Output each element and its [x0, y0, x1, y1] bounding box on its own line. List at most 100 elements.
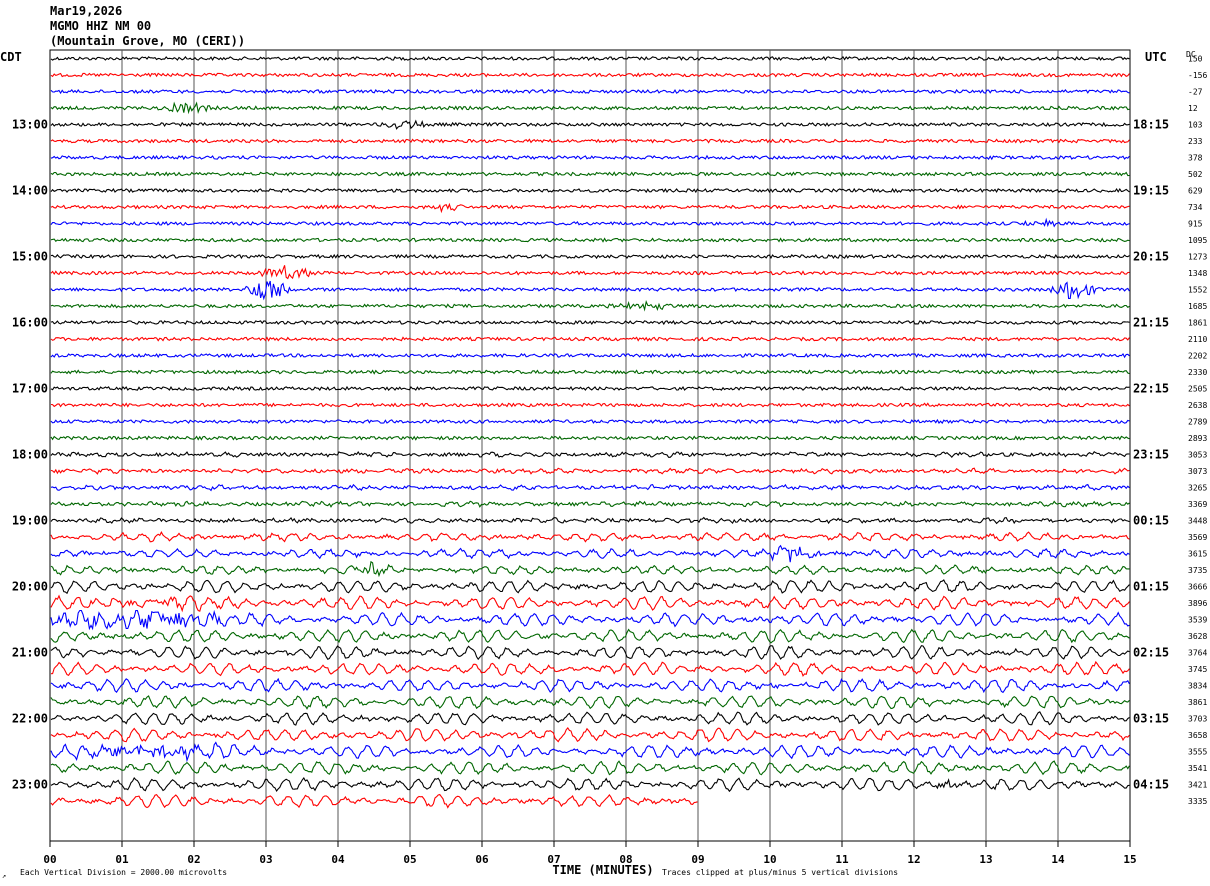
cdt-hour-label: 16:00 — [12, 316, 48, 330]
seismic-trace — [50, 677, 1130, 694]
cdt-hour-label: 15:00 — [12, 250, 48, 264]
clip-note: Traces clipped at plus/minus 5 vertical … — [662, 868, 898, 877]
seismic-trace — [50, 187, 1130, 194]
chart-station: MGMO HHZ NM 00 — [50, 19, 152, 33]
utc-hour-label: 18:15 — [1133, 118, 1169, 132]
seismic-trace — [50, 217, 1130, 228]
dc-offset-label: 2789 — [1188, 418, 1207, 427]
x-tick-label: 03 — [259, 853, 272, 866]
x-tick-label: 05 — [403, 853, 416, 866]
x-tick-label: 09 — [691, 853, 704, 866]
utc-hour-label: 21:15 — [1133, 316, 1169, 330]
dc-offset-label: -27 — [1188, 88, 1203, 97]
right-timezone-label: UTC — [1145, 50, 1167, 64]
utc-hour-label: 01:15 — [1133, 580, 1169, 594]
x-tick-label: 12 — [907, 853, 920, 866]
dc-offset-label: 1348 — [1188, 269, 1207, 278]
seismic-trace — [50, 660, 1130, 677]
x-tick-label: 15 — [1123, 853, 1136, 866]
dc-offset-label: 2330 — [1188, 368, 1207, 377]
x-tick-label: 00 — [43, 853, 56, 866]
dc-offset-label: 1273 — [1188, 253, 1207, 262]
seismic-trace — [50, 560, 1130, 578]
seismic-trace — [50, 645, 1130, 661]
dc-offset-label: 915 — [1188, 220, 1203, 229]
dc-offset-label: 2638 — [1188, 401, 1207, 410]
x-tick-label: 08 — [619, 853, 632, 866]
x-tick-label: 01 — [115, 853, 129, 866]
scale-note: Each Vertical Division = 2000.00 microvo… — [20, 868, 227, 877]
seismic-trace — [50, 253, 1130, 260]
dc-offset-label: 3541 — [1188, 764, 1207, 773]
seismic-trace — [50, 55, 1130, 62]
seismic-trace — [50, 760, 1130, 776]
seismic-trace — [50, 531, 1130, 543]
x-tick-label: 04 — [331, 853, 345, 866]
cdt-hour-label: 18:00 — [12, 448, 48, 462]
seismic-trace — [50, 119, 1130, 130]
seismic-trace — [50, 741, 1130, 763]
seismic-trace — [50, 265, 1130, 280]
seismic-trace — [50, 352, 1130, 359]
cdt-hour-label: 22:00 — [12, 712, 48, 726]
utc-hour-label: 03:15 — [1133, 712, 1169, 726]
dc-offset-label: 2202 — [1188, 352, 1207, 361]
dc-offset-label: 3369 — [1188, 500, 1207, 509]
seismic-trace — [50, 579, 1130, 595]
seismic-trace — [50, 516, 1130, 525]
x-axis-title: TIME (MINUTES) — [552, 863, 653, 877]
seismic-trace — [50, 435, 1130, 441]
seismic-trace — [50, 72, 1130, 78]
seismic-trace — [50, 500, 1130, 508]
dc-offset-label: -156 — [1188, 71, 1207, 80]
dc-offset-label: 3735 — [1188, 566, 1207, 575]
dc-offset-label: 1095 — [1188, 236, 1207, 245]
dc-offset-label: 629 — [1188, 187, 1203, 196]
seismic-trace — [50, 726, 1130, 743]
seismic-trace — [50, 369, 1130, 375]
seismic-trace — [50, 609, 1130, 631]
dc-offset-label: 3615 — [1188, 550, 1207, 559]
dc-offset-label: 103 — [1188, 121, 1203, 130]
seismic-trace — [50, 138, 1130, 144]
dc-offset-label: 3834 — [1188, 682, 1207, 691]
dc-offset-label: 3745 — [1188, 665, 1207, 674]
dc-offset-label: 3053 — [1188, 451, 1207, 460]
seismic-trace — [50, 467, 1130, 475]
dc-offset-label: 378 — [1188, 154, 1203, 163]
dc-offset-label: 3265 — [1188, 484, 1207, 493]
seismic-trace — [50, 483, 1130, 492]
seismic-trace — [50, 695, 1130, 710]
x-tick-label: 13 — [979, 853, 992, 866]
cdt-hour-label: 19:00 — [12, 514, 48, 528]
seismic-trace — [50, 628, 1130, 644]
dc-offset-label: 2893 — [1188, 434, 1207, 443]
dc-offset-label: 3539 — [1188, 616, 1207, 625]
seismic-trace — [50, 171, 1130, 177]
dc-offset-label: 2110 — [1188, 335, 1207, 344]
dc-offset-label: 3555 — [1188, 748, 1207, 757]
dc-offset-label: 3421 — [1188, 781, 1207, 790]
utc-hour-label: 20:15 — [1133, 250, 1169, 264]
dc-offset-label: 3658 — [1188, 731, 1207, 740]
dc-offset-label: 502 — [1188, 170, 1203, 179]
seismic-trace — [50, 336, 1130, 342]
chart-location: (Mountain Grove, MO (CERI)) — [50, 34, 246, 48]
x-tick-label: 14 — [1051, 853, 1065, 866]
seismic-trace — [50, 101, 1130, 115]
dc-offset-label: 3861 — [1188, 698, 1207, 707]
seismic-trace — [50, 777, 1130, 793]
seismic-trace — [50, 88, 1130, 95]
x-tick-label: 06 — [475, 853, 489, 866]
x-tick-label: 11 — [835, 853, 849, 866]
cdt-hour-label: 14:00 — [12, 184, 48, 198]
seismic-trace — [50, 385, 1130, 392]
scale-arrow-icon: ↗ — [2, 872, 6, 880]
cdt-hour-label: 21:00 — [12, 646, 48, 660]
dc-offset-label: 3896 — [1188, 599, 1207, 608]
utc-hour-label: 19:15 — [1133, 184, 1169, 198]
dc-offset-label: 233 — [1188, 137, 1203, 146]
dc-offset-label: 2505 — [1188, 385, 1207, 394]
seismic-trace — [50, 450, 1130, 459]
